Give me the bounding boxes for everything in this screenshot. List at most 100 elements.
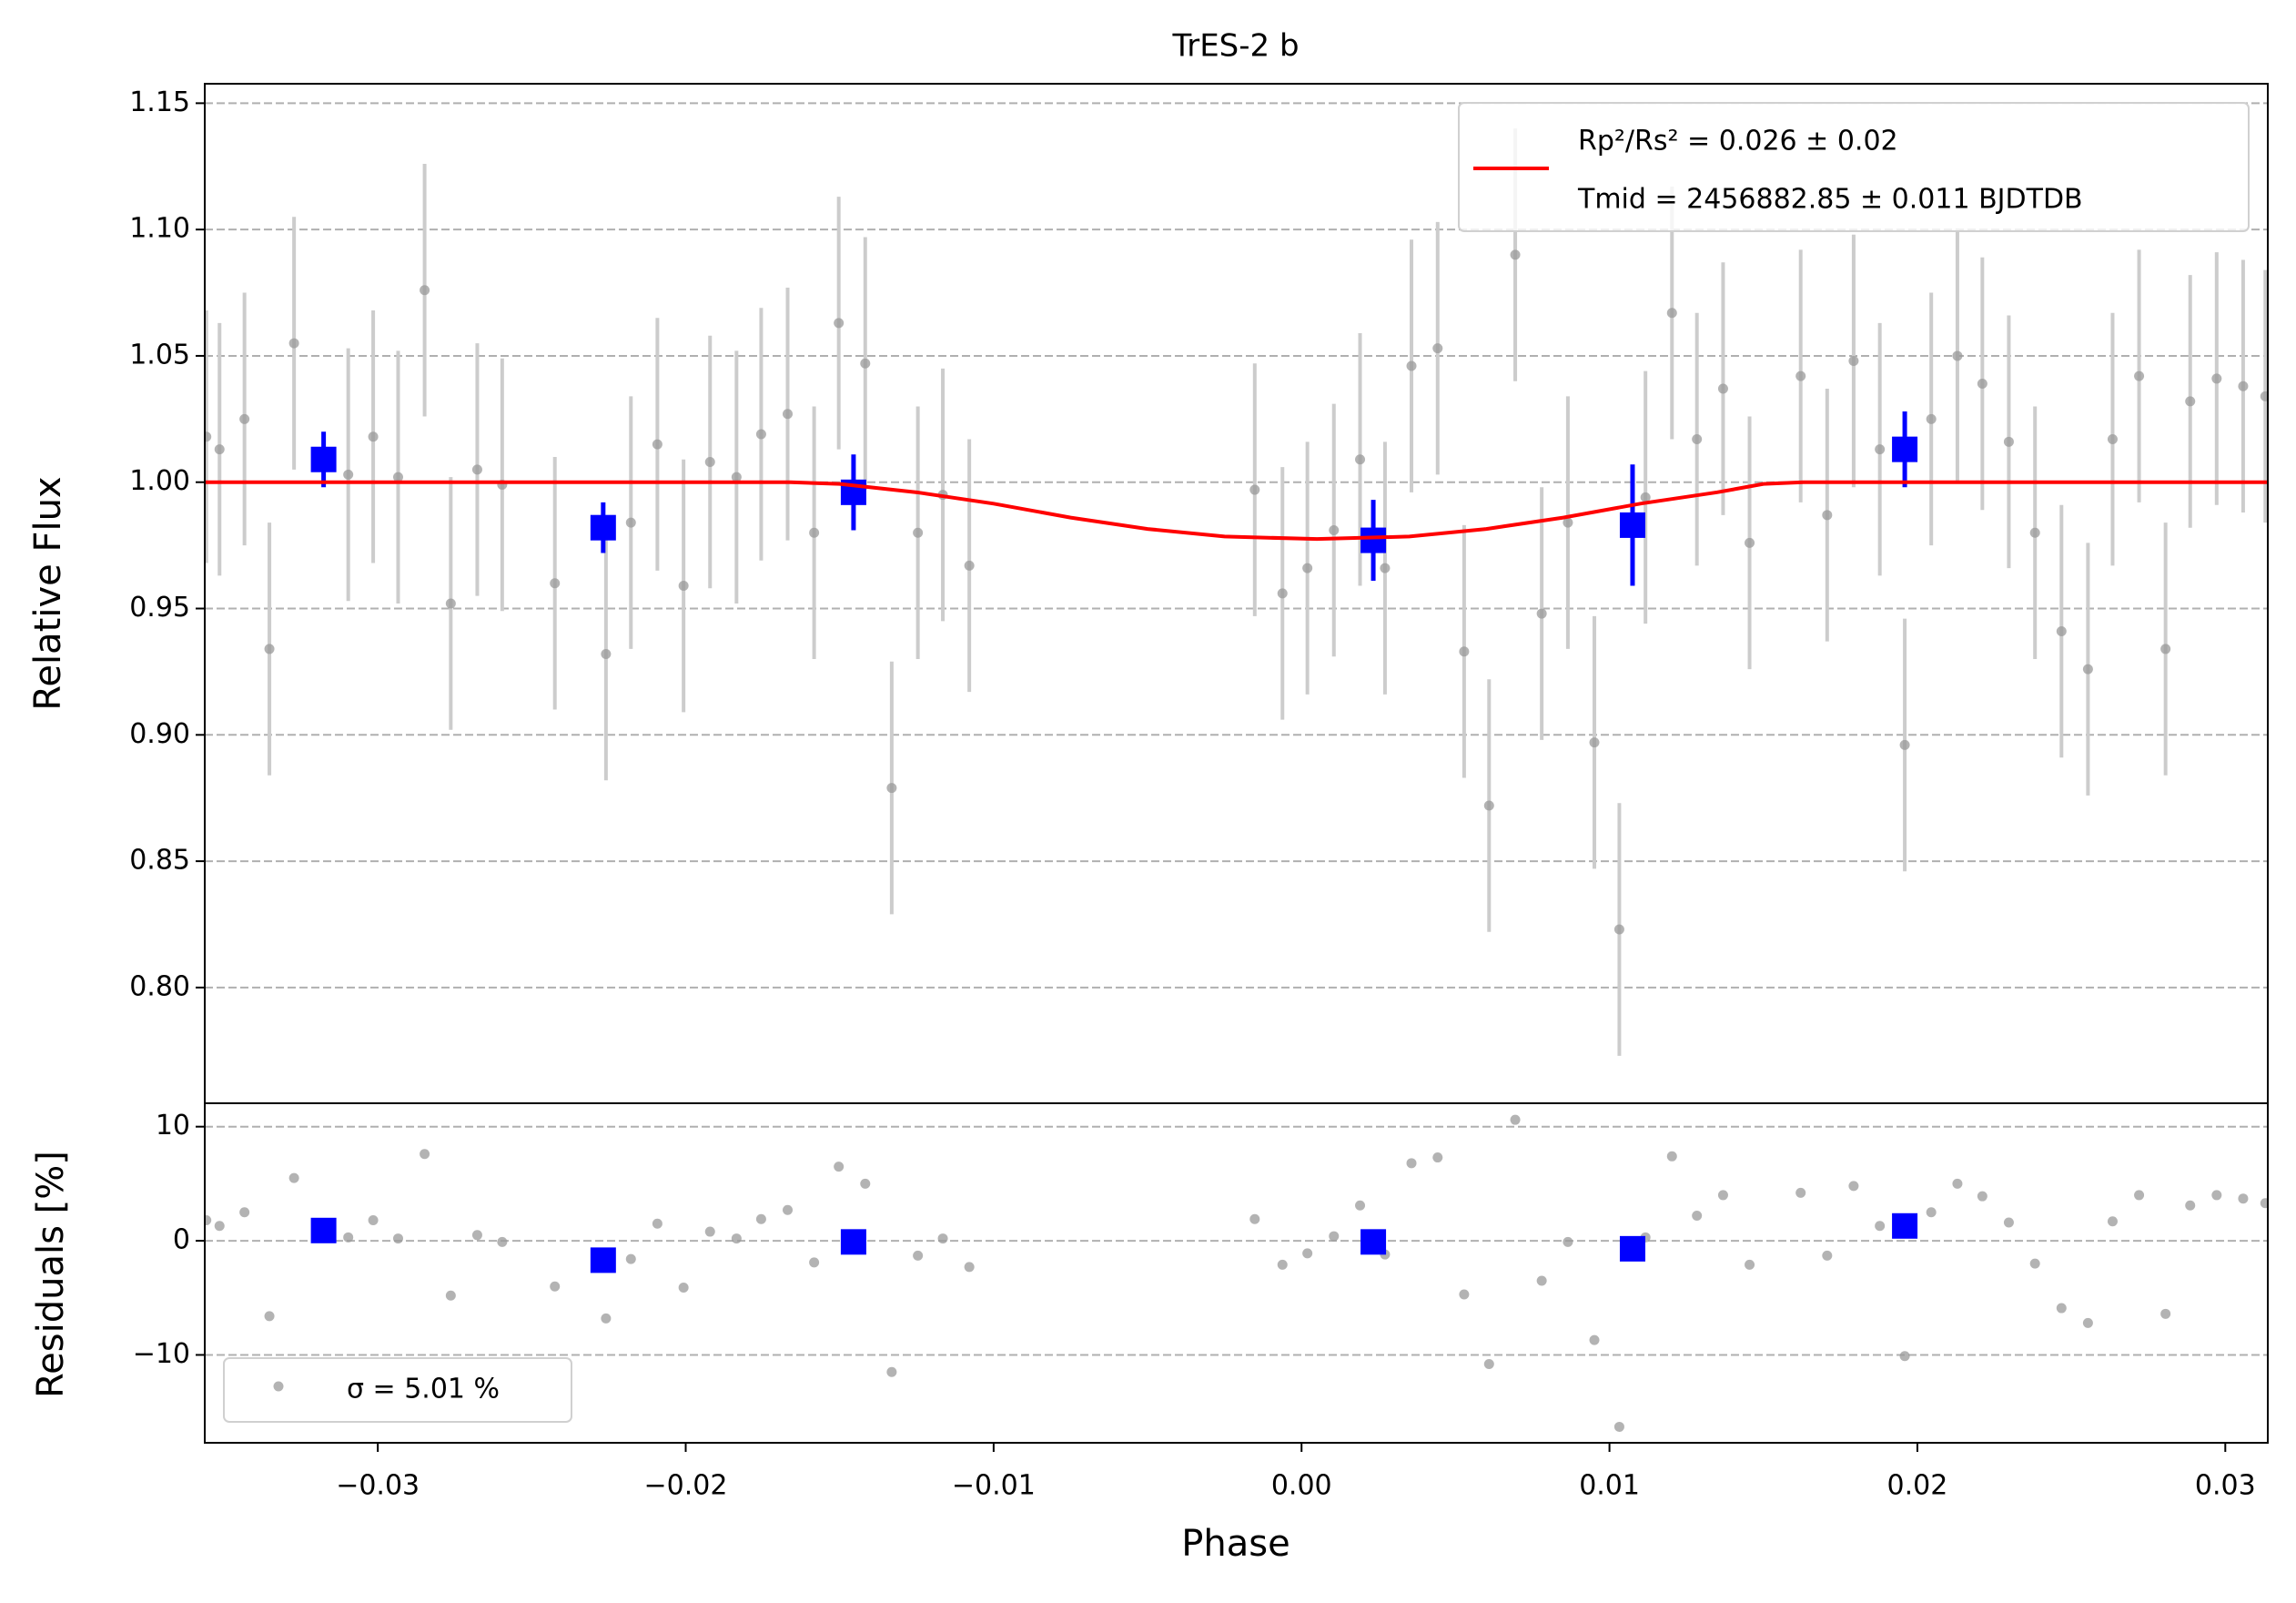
data-point bbox=[2185, 1200, 2196, 1211]
data-point bbox=[1302, 563, 1313, 573]
data-point bbox=[964, 560, 975, 571]
data-point bbox=[1717, 1190, 1728, 1201]
data-point bbox=[1795, 370, 1806, 381]
data-point bbox=[755, 1213, 766, 1224]
data-point bbox=[420, 285, 430, 296]
y-tick-label: 1.10 bbox=[129, 213, 190, 245]
binned-point bbox=[1892, 436, 1918, 462]
data-point bbox=[704, 457, 715, 468]
data-point bbox=[834, 318, 845, 329]
data-point bbox=[1952, 350, 1963, 361]
data-point bbox=[343, 469, 354, 480]
data-point bbox=[1745, 537, 1755, 548]
model-line bbox=[205, 480, 2268, 542]
data-point bbox=[755, 429, 766, 440]
data-point bbox=[1536, 608, 1547, 619]
data-point bbox=[288, 1172, 299, 1183]
data-point bbox=[1406, 1158, 1417, 1169]
legend-box bbox=[223, 1357, 572, 1423]
binned-point bbox=[310, 1217, 337, 1243]
legend-label: Rp²/Rs² = 0.026 ± 0.02 bbox=[1578, 126, 1898, 157]
data-point bbox=[1875, 444, 1886, 455]
data-point bbox=[2238, 380, 2249, 391]
data-point bbox=[2003, 1217, 2014, 1228]
data-point bbox=[1640, 492, 1651, 502]
y-axis-label: Relative Flux bbox=[27, 476, 69, 710]
data-point bbox=[1899, 1351, 1910, 1362]
y-tick-label: 0 bbox=[173, 1224, 190, 1256]
y-tick-label: 1.05 bbox=[129, 339, 190, 370]
data-point bbox=[205, 431, 212, 442]
data-point bbox=[886, 1366, 897, 1377]
data-point bbox=[368, 1215, 379, 1226]
data-point bbox=[239, 1207, 250, 1218]
data-point bbox=[2003, 436, 2014, 447]
data-point bbox=[937, 1233, 948, 1244]
y-tick-label: 10 bbox=[156, 1110, 190, 1141]
data-point bbox=[1613, 924, 1624, 935]
data-point bbox=[964, 1262, 975, 1273]
legend-box bbox=[1458, 102, 2250, 232]
data-point bbox=[205, 1215, 212, 1226]
data-point bbox=[2160, 644, 2171, 654]
data-point bbox=[652, 1218, 663, 1229]
binned-point bbox=[1619, 512, 1645, 538]
data-point bbox=[1977, 378, 1988, 389]
data-point bbox=[1277, 588, 1288, 599]
data-point bbox=[2238, 1193, 2249, 1204]
legend-label: σ = 5.01 % bbox=[347, 1374, 500, 1405]
data-point bbox=[1302, 1248, 1313, 1259]
data-point bbox=[1589, 1334, 1600, 1345]
data-point bbox=[1717, 383, 1728, 394]
data-point bbox=[2029, 1258, 2040, 1269]
binned-point bbox=[590, 1247, 616, 1273]
y-tick-label: 0.85 bbox=[129, 845, 190, 877]
x-tick-label: 0.02 bbox=[1887, 1470, 1948, 1502]
x-tick-label: 0.01 bbox=[1579, 1470, 1640, 1502]
legend-swatch bbox=[273, 1381, 284, 1392]
data-point bbox=[264, 1311, 275, 1322]
data-point bbox=[288, 338, 299, 349]
data-point bbox=[1249, 484, 1260, 495]
data-point bbox=[392, 472, 403, 482]
data-point bbox=[264, 644, 275, 654]
data-point bbox=[809, 1257, 820, 1268]
data-point bbox=[625, 1253, 636, 1264]
y-tick-label: 1.15 bbox=[129, 86, 190, 118]
data-point bbox=[1329, 1231, 1340, 1242]
binned-point bbox=[590, 514, 616, 541]
data-point bbox=[1848, 1181, 1859, 1192]
data-point bbox=[392, 1233, 403, 1244]
data-point bbox=[368, 431, 379, 442]
data-point bbox=[2134, 1190, 2145, 1201]
data-point bbox=[1510, 249, 1521, 260]
data-point bbox=[1563, 1236, 1573, 1247]
data-point bbox=[1249, 1213, 1260, 1224]
data-point bbox=[239, 413, 250, 424]
data-point bbox=[471, 1230, 482, 1241]
data-point bbox=[1355, 454, 1366, 465]
data-point bbox=[2056, 625, 2067, 636]
data-point bbox=[1926, 413, 1937, 424]
data-point bbox=[886, 783, 897, 794]
data-point bbox=[445, 598, 456, 609]
chart-title: TrES-2 b bbox=[1171, 28, 1299, 65]
data-point bbox=[860, 1178, 871, 1189]
y-axis-label: Residuals [%] bbox=[30, 1151, 72, 1398]
data-point bbox=[1822, 510, 1833, 521]
data-point bbox=[1329, 524, 1340, 535]
data-point bbox=[2260, 1198, 2268, 1209]
data-point bbox=[1666, 1151, 1677, 1162]
data-point bbox=[601, 1313, 612, 1324]
x-tick-label: 0.00 bbox=[1271, 1470, 1332, 1502]
data-point bbox=[2107, 434, 2118, 445]
data-point bbox=[913, 527, 924, 538]
data-point bbox=[601, 648, 612, 659]
data-point bbox=[214, 444, 225, 455]
data-point bbox=[550, 1281, 561, 1292]
data-point bbox=[1613, 1421, 1624, 1432]
data-point bbox=[1666, 308, 1677, 319]
y-tick-label: −10 bbox=[133, 1338, 190, 1370]
